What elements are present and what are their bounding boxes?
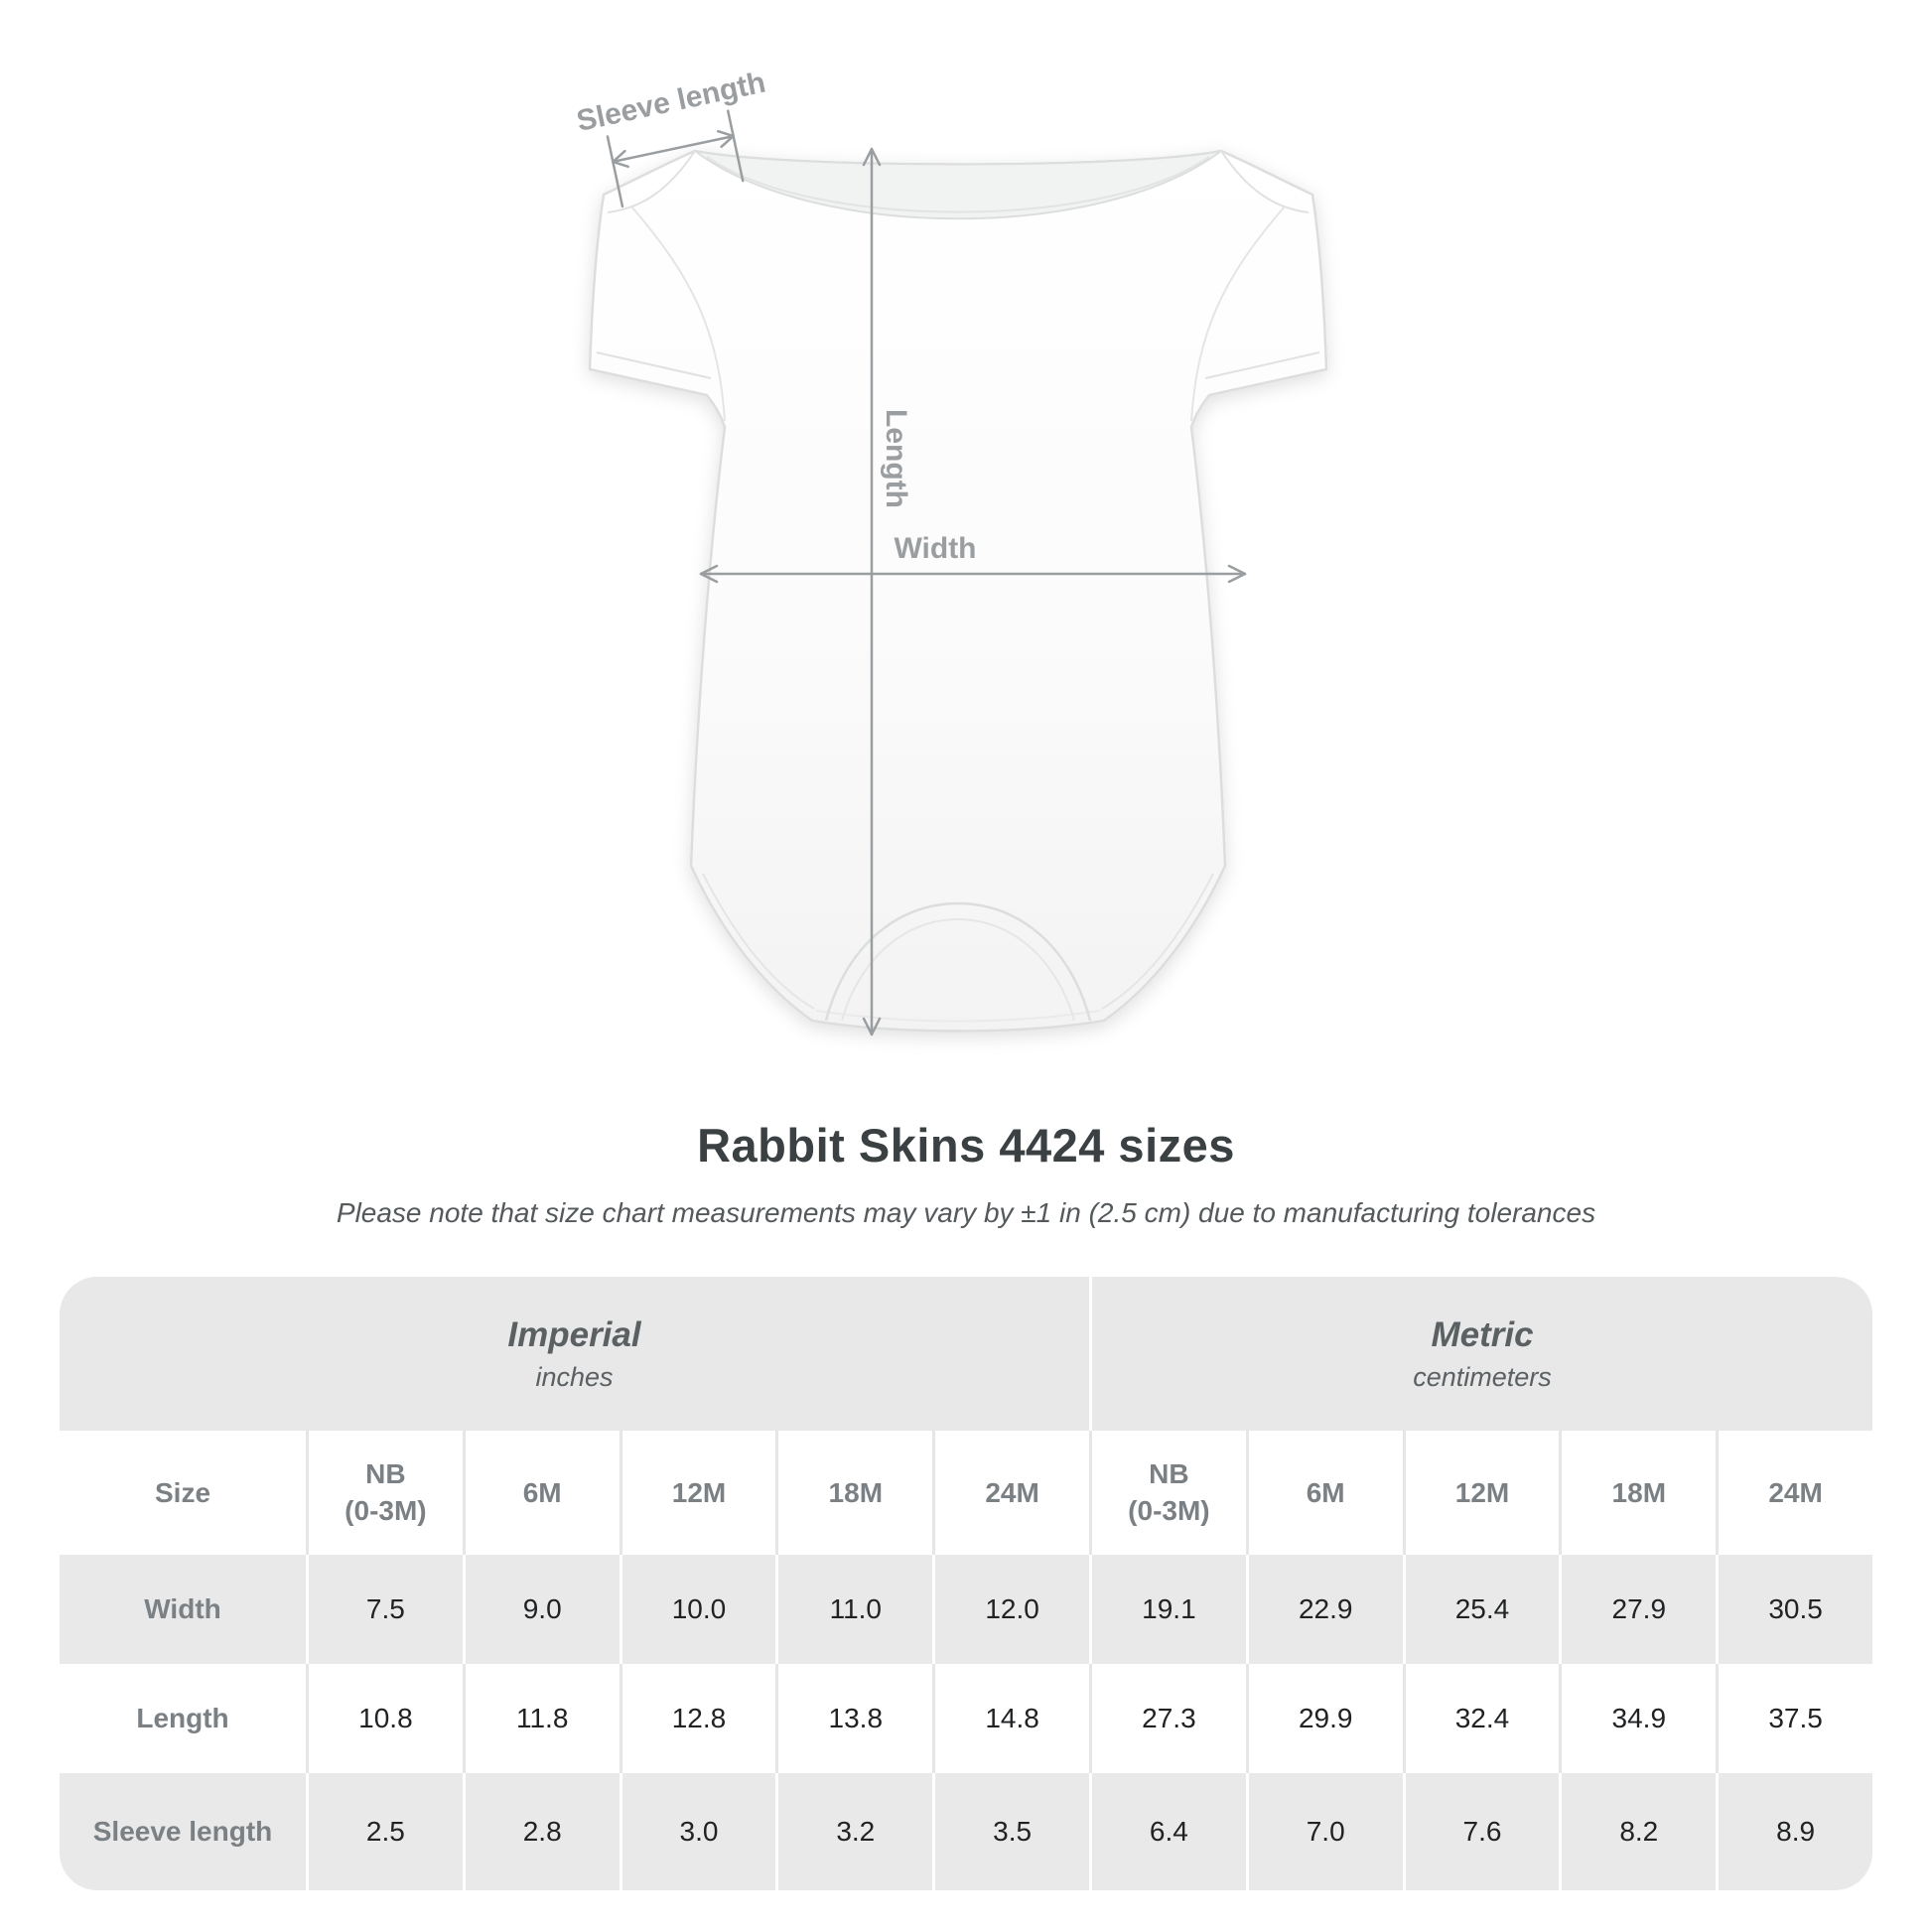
- table-cell: 8.9: [1716, 1773, 1872, 1890]
- onesie-illustration: Sleeve length Length Width: [574, 66, 1328, 1036]
- sleeve-length-arrow: [606, 109, 745, 208]
- row-label-sleeve-length: Sleeve length: [60, 1773, 306, 1890]
- size-header-imperial-nb: NB (0-3M): [306, 1431, 463, 1555]
- table-cell: 12.8: [619, 1664, 776, 1773]
- size-header-metric-18m: 18M: [1559, 1431, 1717, 1555]
- size-header-metric-6m: 6M: [1245, 1431, 1403, 1555]
- page-title: Rabbit Skins 4424 sizes: [697, 1119, 1235, 1172]
- metric-group-label: Metric: [1431, 1314, 1534, 1354]
- size-header-metric-12m: 12M: [1402, 1431, 1560, 1555]
- table-cell: 9.0: [462, 1555, 620, 1664]
- table-cell: 19.1: [1089, 1555, 1246, 1664]
- size-chart-table: Imperial inches Metric centimeters Size …: [60, 1277, 1872, 1890]
- table-cell: 11.8: [462, 1664, 620, 1773]
- size-column-header: Size: [60, 1431, 306, 1555]
- table-cell: 30.5: [1716, 1555, 1872, 1664]
- table-cell: 37.5: [1716, 1664, 1872, 1773]
- size-header-metric-24m: 24M: [1716, 1431, 1872, 1555]
- table-cell: 13.8: [775, 1664, 933, 1773]
- length-label: Length: [880, 409, 912, 508]
- unit-group-imperial: Imperial inches: [60, 1277, 1089, 1431]
- onesie-body: [588, 149, 1328, 1033]
- row-label-width: Width: [60, 1555, 306, 1664]
- size-header-imperial-24m: 24M: [932, 1431, 1089, 1555]
- table-cell: 7.6: [1402, 1773, 1560, 1890]
- row-label-length: Length: [60, 1664, 306, 1773]
- table-cell: 2.8: [462, 1773, 620, 1890]
- table-cell: 22.9: [1245, 1555, 1403, 1664]
- table-cell: 14.8: [932, 1664, 1089, 1773]
- width-label: Width: [894, 532, 976, 565]
- table-cell: 29.9: [1245, 1664, 1403, 1773]
- table-cell: 7.0: [1245, 1773, 1403, 1890]
- table-cell: 12.0: [932, 1555, 1089, 1664]
- size-header-imperial-12m: 12M: [619, 1431, 776, 1555]
- size-header-imperial-18m: 18M: [775, 1431, 933, 1555]
- size-header-imperial-6m: 6M: [462, 1431, 620, 1555]
- imperial-group-unit: inches: [535, 1361, 614, 1392]
- table-cell: 7.5: [306, 1555, 463, 1664]
- table-cell: 27.9: [1559, 1555, 1717, 1664]
- table-cell: 3.0: [619, 1773, 776, 1890]
- table-cell: 3.2: [775, 1773, 933, 1890]
- table-cell: 11.0: [775, 1555, 933, 1664]
- width-arrow: [699, 564, 1247, 584]
- table-cell: 25.4: [1402, 1555, 1560, 1664]
- table-cell: 10.8: [306, 1664, 463, 1773]
- sleeve-length-label: Sleeve length: [574, 66, 768, 137]
- table-cell: 8.2: [1559, 1773, 1717, 1890]
- table-cell: 32.4: [1402, 1664, 1560, 1773]
- unit-group-metric: Metric centimeters: [1089, 1277, 1872, 1431]
- imperial-group-label: Imperial: [507, 1314, 641, 1354]
- table-cell: 6.4: [1089, 1773, 1246, 1890]
- tolerance-note: Please note that size chart measurements…: [336, 1197, 1596, 1228]
- size-header-metric-nb: NB (0-3M): [1089, 1431, 1246, 1555]
- metric-group-unit: centimeters: [1413, 1361, 1552, 1392]
- table-cell: 27.3: [1089, 1664, 1246, 1773]
- table-cell: 2.5: [306, 1773, 463, 1890]
- table-cell: 3.5: [932, 1773, 1089, 1890]
- length-arrow: [862, 147, 882, 1036]
- table-cell: 34.9: [1559, 1664, 1717, 1773]
- table-cell: 10.0: [619, 1555, 776, 1664]
